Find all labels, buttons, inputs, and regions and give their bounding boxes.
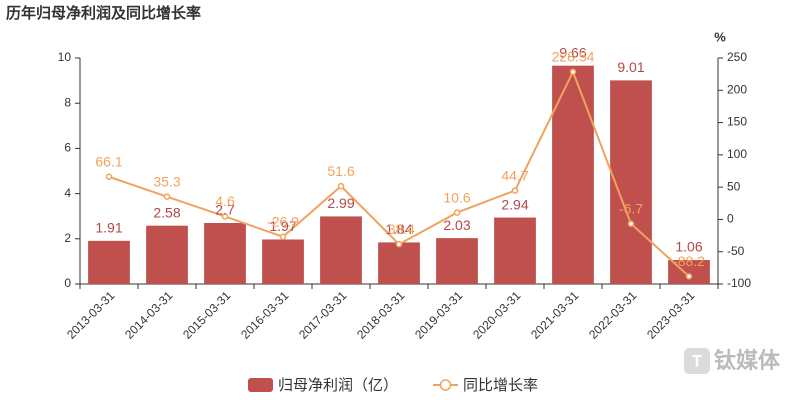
y2-unit: % bbox=[714, 29, 726, 44]
bar bbox=[494, 217, 536, 284]
legend-label: 同比增长率 bbox=[463, 377, 538, 394]
growth-value-label: 44.7 bbox=[501, 167, 528, 183]
legend-swatch bbox=[248, 378, 273, 392]
y2-tick-label: -50 bbox=[727, 244, 745, 258]
growth-point bbox=[569, 68, 577, 76]
growth-point bbox=[453, 209, 461, 216]
x-tick-label: 2014-03-31 bbox=[122, 288, 176, 342]
y-tick-label: 2 bbox=[64, 231, 71, 245]
y-tick-label: 10 bbox=[58, 50, 72, 64]
x-tick-label: 2013-03-31 bbox=[64, 288, 118, 342]
watermark: 钛媒体 bbox=[714, 348, 781, 373]
growth-value-label: -88.2 bbox=[673, 253, 705, 269]
growth-value-label: 51.6 bbox=[327, 163, 354, 179]
y-tick-label: 6 bbox=[64, 141, 71, 155]
y-tick-label: 8 bbox=[64, 95, 71, 109]
bar bbox=[262, 239, 304, 284]
y2-tick-label: 200 bbox=[727, 82, 747, 96]
y-tick-label: 4 bbox=[64, 186, 71, 200]
bar bbox=[552, 65, 594, 285]
x-tick-label: 2017-03-31 bbox=[296, 288, 350, 342]
chart-title: 历年归母净利润及同比增长率 bbox=[6, 4, 201, 22]
bar bbox=[204, 222, 246, 284]
growth-value-label: -6.7 bbox=[619, 200, 643, 216]
y2-tick-label: 150 bbox=[727, 115, 747, 129]
bar-value-label: 1.97 bbox=[269, 218, 296, 234]
y2-tick-label: 0 bbox=[727, 212, 734, 226]
growth-value-label: 35.3 bbox=[153, 173, 180, 189]
bar-value-label: 2.03 bbox=[443, 217, 470, 233]
bar-value-label: 1.91 bbox=[95, 220, 122, 236]
bar bbox=[320, 216, 362, 284]
growth-point bbox=[163, 193, 171, 200]
x-tick-label: 2015-03-31 bbox=[180, 288, 234, 342]
y2-tick-label: 250 bbox=[727, 50, 747, 64]
x-tick-label: 2020-03-31 bbox=[470, 288, 524, 342]
growth-point bbox=[279, 233, 287, 241]
bar-value-label: 2.99 bbox=[327, 195, 354, 211]
y2-tick-label: 100 bbox=[727, 147, 747, 161]
x-tick-label: 2023-03-31 bbox=[644, 288, 698, 342]
bar bbox=[88, 240, 130, 284]
growth-value-label: 4.6 bbox=[215, 193, 235, 209]
growth-point bbox=[221, 213, 229, 220]
growth-value-label: 228.54 bbox=[552, 49, 595, 65]
bar bbox=[436, 238, 478, 284]
y2-tick-label: 50 bbox=[727, 179, 741, 193]
x-tick-label: 2019-03-31 bbox=[412, 288, 466, 342]
watermark-logo: T bbox=[684, 348, 710, 374]
bar-value-label: 2.94 bbox=[501, 196, 528, 212]
x-tick-label: 2022-03-31 bbox=[586, 288, 640, 342]
growth-point bbox=[105, 173, 113, 180]
growth-point bbox=[395, 240, 403, 248]
bar-value-label: 2.7 bbox=[215, 202, 235, 218]
legend-marker bbox=[439, 379, 452, 391]
growth-point bbox=[511, 187, 519, 194]
bar-value-label: 9.66 bbox=[559, 44, 586, 60]
svg-text:T: T bbox=[692, 351, 703, 370]
growth-value-label: -26.9 bbox=[267, 214, 299, 230]
x-tick-label: 2021-03-31 bbox=[528, 288, 582, 342]
growth-point bbox=[627, 220, 635, 228]
growth-value-label: 10.6 bbox=[443, 189, 470, 205]
bar-value-label: 1.06 bbox=[675, 239, 702, 255]
bar bbox=[610, 80, 652, 285]
growth-value-label: 66.1 bbox=[95, 153, 122, 169]
bar bbox=[378, 242, 420, 284]
legend-label: 归母净利润（亿） bbox=[278, 377, 398, 394]
bar-value-label: 1.84 bbox=[385, 221, 412, 237]
growth-value-label: -38.4 bbox=[383, 221, 415, 237]
x-tick-label: 2016-03-31 bbox=[238, 288, 292, 342]
y2-tick-label: -100 bbox=[727, 276, 751, 290]
bar-value-label: 2.58 bbox=[153, 204, 180, 220]
y-tick-label: 0 bbox=[64, 276, 71, 290]
x-tick-label: 2018-03-31 bbox=[354, 288, 408, 342]
bar bbox=[146, 225, 188, 284]
growth-point bbox=[685, 273, 693, 280]
growth-point bbox=[337, 182, 345, 190]
bar-value-label: 9.01 bbox=[617, 59, 644, 75]
